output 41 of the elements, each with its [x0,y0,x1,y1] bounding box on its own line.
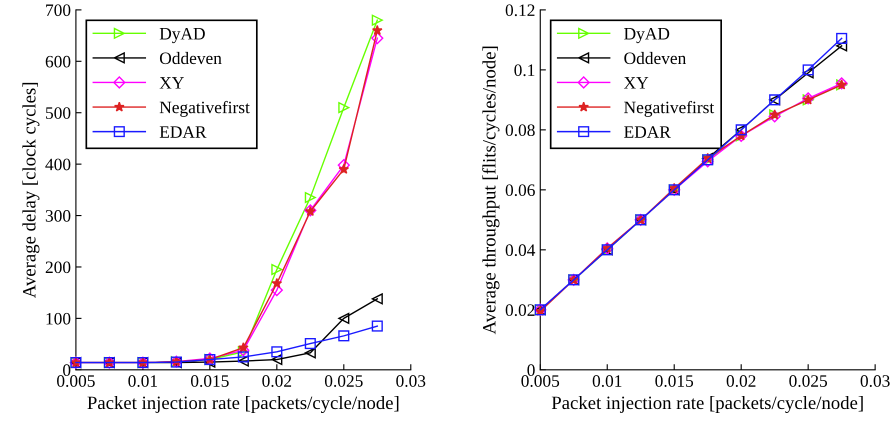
legend-label: Oddeven [624,52,686,64]
y-tick-label: 0.02 [506,304,534,316]
y-tick-label: 700 [46,4,70,16]
x-tick-label: 0.015 [655,375,694,387]
y-axis-title: Average throughput [flits/cycles/node] [482,46,500,334]
legend-label: DyAD [624,28,670,44]
y-tick-label: 0.08 [506,124,535,136]
x-tick-label: 0.02 [262,375,292,387]
legend-label: Negativefirst [624,100,714,117]
x-tick-label: 0.005 [57,375,95,387]
x-tick-label: 0.015 [190,375,229,387]
x-axis-title: Packet injection rate [packets/cycle/node] [87,396,398,414]
x-tick-label: 0.01 [128,375,158,387]
legend-label: EDAR [160,126,206,138]
y-tick-label: 500 [46,107,70,119]
x-tick-label: 0.03 [860,375,890,387]
legend-label: XY [624,77,648,89]
legend-label: Negativefirst [160,100,250,117]
y-tick-label: 0 [63,364,70,376]
y-tick-label: 0.12 [506,4,534,16]
y-tick-label: 0.06 [506,184,535,196]
y-axis-title: Average delay [clock cycles] [22,82,40,298]
x-tick-label: 0.01 [592,375,622,387]
legend-label: XY [160,77,184,89]
x-tick-label: 0.025 [789,375,828,387]
y-tick-label: 400 [45,158,70,170]
x-tick-label: 0.005 [521,375,560,387]
y-tick-label: 0.1 [514,64,534,76]
legend-label: EDAR [624,126,671,138]
y-tick-label: 600 [46,56,70,68]
x-axis-title: Packet injection rate [packets/cycle/node] [552,396,863,414]
y-tick-label: 0.04 [506,244,536,256]
legend-label: DyAD [160,28,205,44]
x-tick-label: 0.03 [396,375,426,387]
y-tick-label: 300 [46,210,70,222]
x-tick-label: 0.02 [726,375,756,387]
y-tick-label: 100 [46,312,70,325]
y-tick-label: 200 [46,261,70,274]
x-tick-label: 0.025 [324,375,363,387]
y-tick-label: 0 [527,364,535,376]
legend-label: Oddeven [160,52,222,64]
